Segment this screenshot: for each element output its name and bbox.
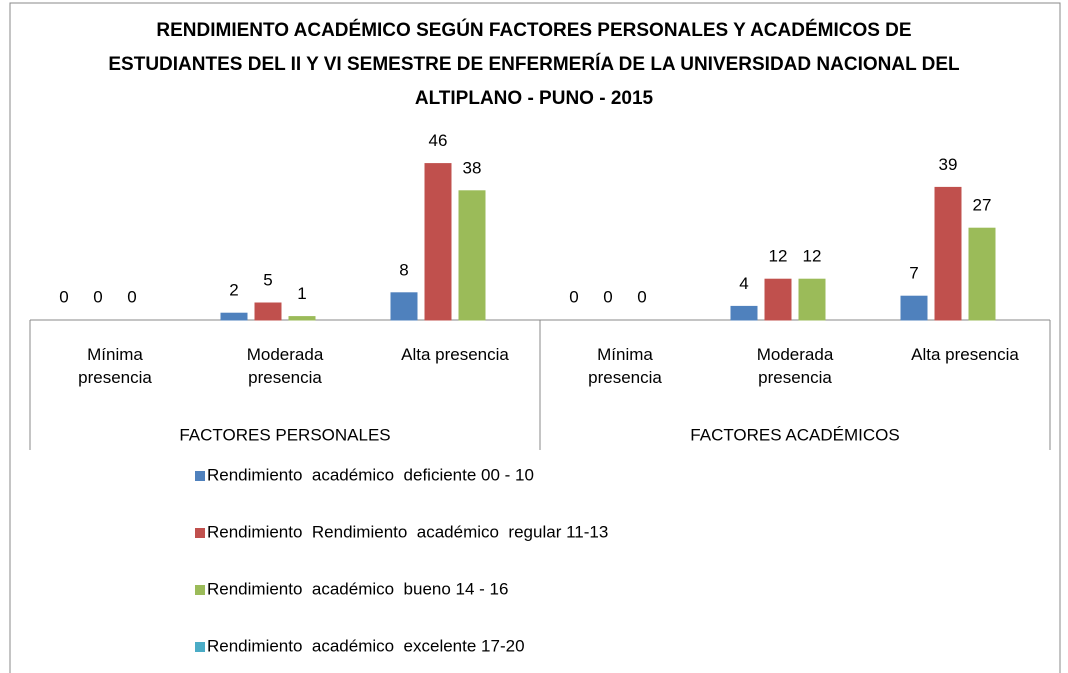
data-label: 0 bbox=[569, 287, 578, 306]
x-tick-label: Alta presencia bbox=[401, 345, 509, 364]
data-label: 2 bbox=[229, 281, 238, 300]
chart-border bbox=[9, 2, 1061, 673]
data-label: 27 bbox=[973, 196, 992, 215]
x-tick-label: Alta presencia bbox=[911, 345, 1019, 364]
group-label: FACTORES ACADÉMICOS bbox=[690, 425, 899, 444]
bar bbox=[730, 305, 758, 321]
bar bbox=[798, 278, 826, 321]
data-label: 0 bbox=[127, 287, 136, 306]
group-label: FACTORES PERSONALES bbox=[179, 425, 390, 444]
legend-swatch bbox=[195, 642, 205, 652]
legend-swatch bbox=[195, 585, 205, 595]
data-label: 0 bbox=[603, 287, 612, 306]
x-tick-label: Moderada presencia bbox=[246, 345, 324, 387]
data-label: 7 bbox=[909, 264, 918, 283]
bar bbox=[934, 186, 962, 321]
bar bbox=[390, 292, 418, 321]
x-tick-label: Mínima presencia bbox=[588, 345, 662, 387]
data-label: 8 bbox=[399, 260, 408, 279]
data-label: 0 bbox=[59, 287, 68, 306]
data-label: 38 bbox=[463, 158, 482, 177]
bar bbox=[288, 316, 316, 321]
bar bbox=[254, 302, 282, 321]
bar bbox=[424, 163, 452, 321]
data-label: 46 bbox=[429, 131, 448, 150]
data-label: 12 bbox=[803, 247, 822, 266]
legend-label: Rendimiento Rendimiento académico regula… bbox=[207, 522, 608, 541]
legend-label: Rendimiento académico excelente 17-20 bbox=[207, 636, 525, 655]
bar bbox=[968, 227, 996, 321]
bar bbox=[764, 278, 792, 321]
data-label: 12 bbox=[769, 247, 788, 266]
data-label: 0 bbox=[93, 287, 102, 306]
bar bbox=[220, 312, 248, 321]
data-label: 39 bbox=[939, 155, 958, 174]
bar bbox=[458, 190, 486, 321]
data-label: 1 bbox=[297, 284, 306, 303]
x-tick-label: Moderada presencia bbox=[756, 345, 834, 387]
legend-swatch bbox=[195, 528, 205, 538]
data-label: 4 bbox=[739, 274, 748, 293]
x-tick-label: Mínima presencia bbox=[78, 345, 152, 387]
legend-label: Rendimiento académico bueno 14 - 16 bbox=[207, 579, 508, 598]
bar bbox=[900, 295, 928, 321]
legend-swatch bbox=[195, 471, 205, 481]
data-label: 0 bbox=[637, 287, 646, 306]
legend-label: Rendimiento académico deficiente 00 - 10 bbox=[207, 465, 534, 484]
data-label: 5 bbox=[263, 270, 272, 289]
chart-title: RENDIMIENTO ACADÉMICO SEGÚN FACTORES PER… bbox=[108, 20, 960, 109]
